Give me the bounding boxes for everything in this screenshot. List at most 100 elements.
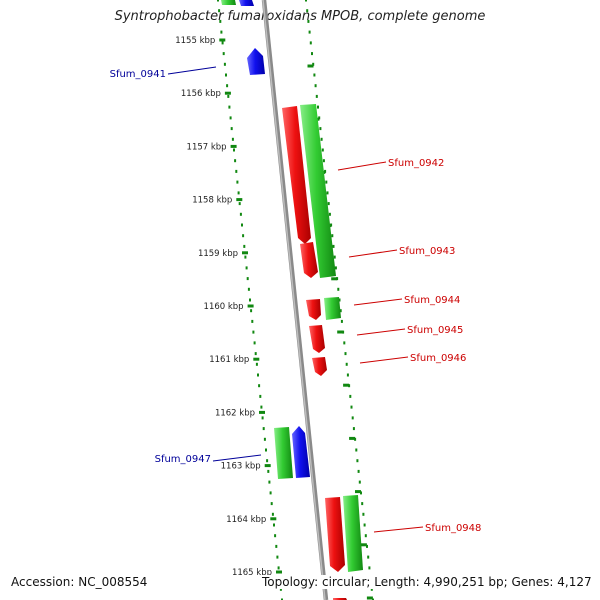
strand-guide-dot (226, 84, 229, 88)
scale-tick-label: 1156 kbp (181, 89, 221, 99)
strand-guide-dot (265, 448, 267, 452)
strand-guide-dot (350, 405, 353, 409)
scale-tick (259, 410, 265, 414)
strand-guide-dot (308, 30, 311, 34)
gene-sfum-0941[interactable] (247, 48, 265, 75)
gene-green-0947[interactable] (274, 427, 293, 479)
strand-guide-dot (251, 319, 254, 323)
leader-sfum-0948 (373, 526, 424, 533)
strand-guide-dot (271, 512, 274, 516)
strand-guide-dot (237, 191, 240, 195)
strand-guide-dot (279, 587, 282, 591)
strand-guide-dot (334, 266, 337, 270)
strand-guide-dot (338, 298, 341, 302)
strand-guide-dot (262, 427, 265, 431)
strand-guide-dot (268, 480, 271, 484)
strand-guide-dot (249, 298, 251, 302)
strand-guide-dot (346, 373, 349, 377)
gene-sfum-0948[interactable] (325, 497, 345, 572)
gene-label[interactable]: Sfum_0945 (407, 325, 463, 336)
strand-guide-dot (333, 255, 336, 259)
strand-guide-dot (322, 159, 325, 163)
leader-sfum-0942 (337, 161, 387, 171)
gene-sfum-0945[interactable] (309, 325, 325, 353)
strand-guide-dot (361, 502, 364, 506)
gene-sfum-0947[interactable] (292, 426, 310, 478)
strand-guide-dot (331, 234, 334, 238)
strand-guide-dot (364, 534, 367, 538)
scale-tick (253, 357, 260, 361)
strand-guide-dot (309, 41, 312, 45)
strand-guide-dot (242, 234, 245, 238)
strand-guide-dot (321, 148, 324, 152)
strand-guide-dot (351, 416, 354, 420)
leader-sfum-0943 (348, 249, 398, 258)
scale-tick-label: 1165 kbp (232, 568, 272, 578)
strand-guide-dot (257, 373, 259, 377)
strand-guide-dot (367, 555, 370, 559)
genome-backbone (261, 0, 329, 600)
gene-label[interactable]: Sfum_0942 (388, 158, 444, 169)
strand-guide-dot (254, 352, 257, 356)
gene-green-long[interactable] (300, 104, 336, 278)
gene-label[interactable]: Sfum_0944 (404, 295, 460, 306)
strand-guide-dot (253, 341, 256, 345)
strand-guide-dot (328, 212, 331, 216)
gene-sfum-0944[interactable] (306, 299, 321, 320)
strand-guide-dot (270, 502, 273, 506)
scale-tick-label: 1159 kbp (198, 249, 238, 259)
scale-tick (360, 543, 367, 547)
scale-tick-label: 1161 kbp (209, 355, 249, 365)
scale-ticks: 1155 kbp 1156 kbp 1157 kbp 1158 kbp 1159 kbp… (175, 36, 373, 600)
strand-guide-dot (313, 73, 316, 77)
gene-sfum-0946[interactable] (312, 357, 327, 376)
strand-guide-dot (223, 62, 226, 66)
scale-tick-label: 1164 kbp (226, 515, 266, 525)
gene-label[interactable]: Sfum_0948 (425, 523, 481, 534)
strand-guide-dot (305, 0, 307, 2)
strand-guide-dot (368, 566, 371, 570)
leader-sfum-0944 (353, 298, 403, 306)
gene-labels: Sfum_0941 Sfum_0942 Sfum_0943 Sfum_0944 … (110, 69, 482, 534)
gene-label[interactable]: Sfum_0947 (155, 454, 211, 465)
scale-tick (355, 490, 361, 494)
strand-guide-dot (355, 448, 358, 452)
strand-guide-dot (358, 480, 361, 484)
strand-guide-dot (267, 469, 270, 473)
scale-tick (349, 436, 356, 440)
leader-sfum-0947 (212, 454, 262, 462)
gene-sfum-0942[interactable] (282, 106, 311, 244)
gene-label[interactable]: Sfum_0941 (110, 69, 166, 80)
strand-guide-dot (337, 287, 340, 291)
strand-guide-dot (239, 212, 242, 216)
accession-label: Accession: NC_008554 (9, 575, 150, 589)
scale-tick (264, 464, 271, 468)
strand-guide-dot (320, 137, 323, 141)
gene-green-0944[interactable] (324, 297, 341, 320)
strand-guide-dot (356, 459, 359, 463)
genome-backbone-highlight (262, 0, 326, 600)
scale-tick (366, 596, 373, 600)
strand-guide-dot (252, 330, 255, 334)
gene-label[interactable]: Sfum_0946 (410, 353, 466, 364)
strand-guide-dot (314, 84, 317, 88)
strand-guide-dot (219, 19, 222, 23)
gene-green-0948[interactable] (343, 495, 363, 572)
strand-guide-dot (255, 362, 258, 366)
strand-guide-dot (319, 127, 322, 131)
strand-guide-dot (343, 341, 346, 345)
strand-guide-dot (217, 0, 219, 2)
strand-guide-dot (227, 94, 230, 98)
gene-partial-top-blue[interactable] (239, 0, 254, 6)
gene-partial-top-green[interactable] (221, 0, 236, 5)
map-title: Syntrophobacter fumaroxidans MPOB, compl… (114, 9, 486, 24)
gene-sfum-0943[interactable] (300, 242, 318, 278)
strand-guide-dot (372, 598, 374, 600)
scale-tick-label: 1158 kbp (192, 196, 232, 206)
strand-guide-dot (241, 223, 243, 227)
gene-label[interactable]: Sfum_0943 (399, 246, 455, 257)
scale-tick (219, 38, 226, 42)
scale-tick-label: 1157 kbp (187, 142, 227, 152)
strand-guide-dot (366, 544, 368, 548)
